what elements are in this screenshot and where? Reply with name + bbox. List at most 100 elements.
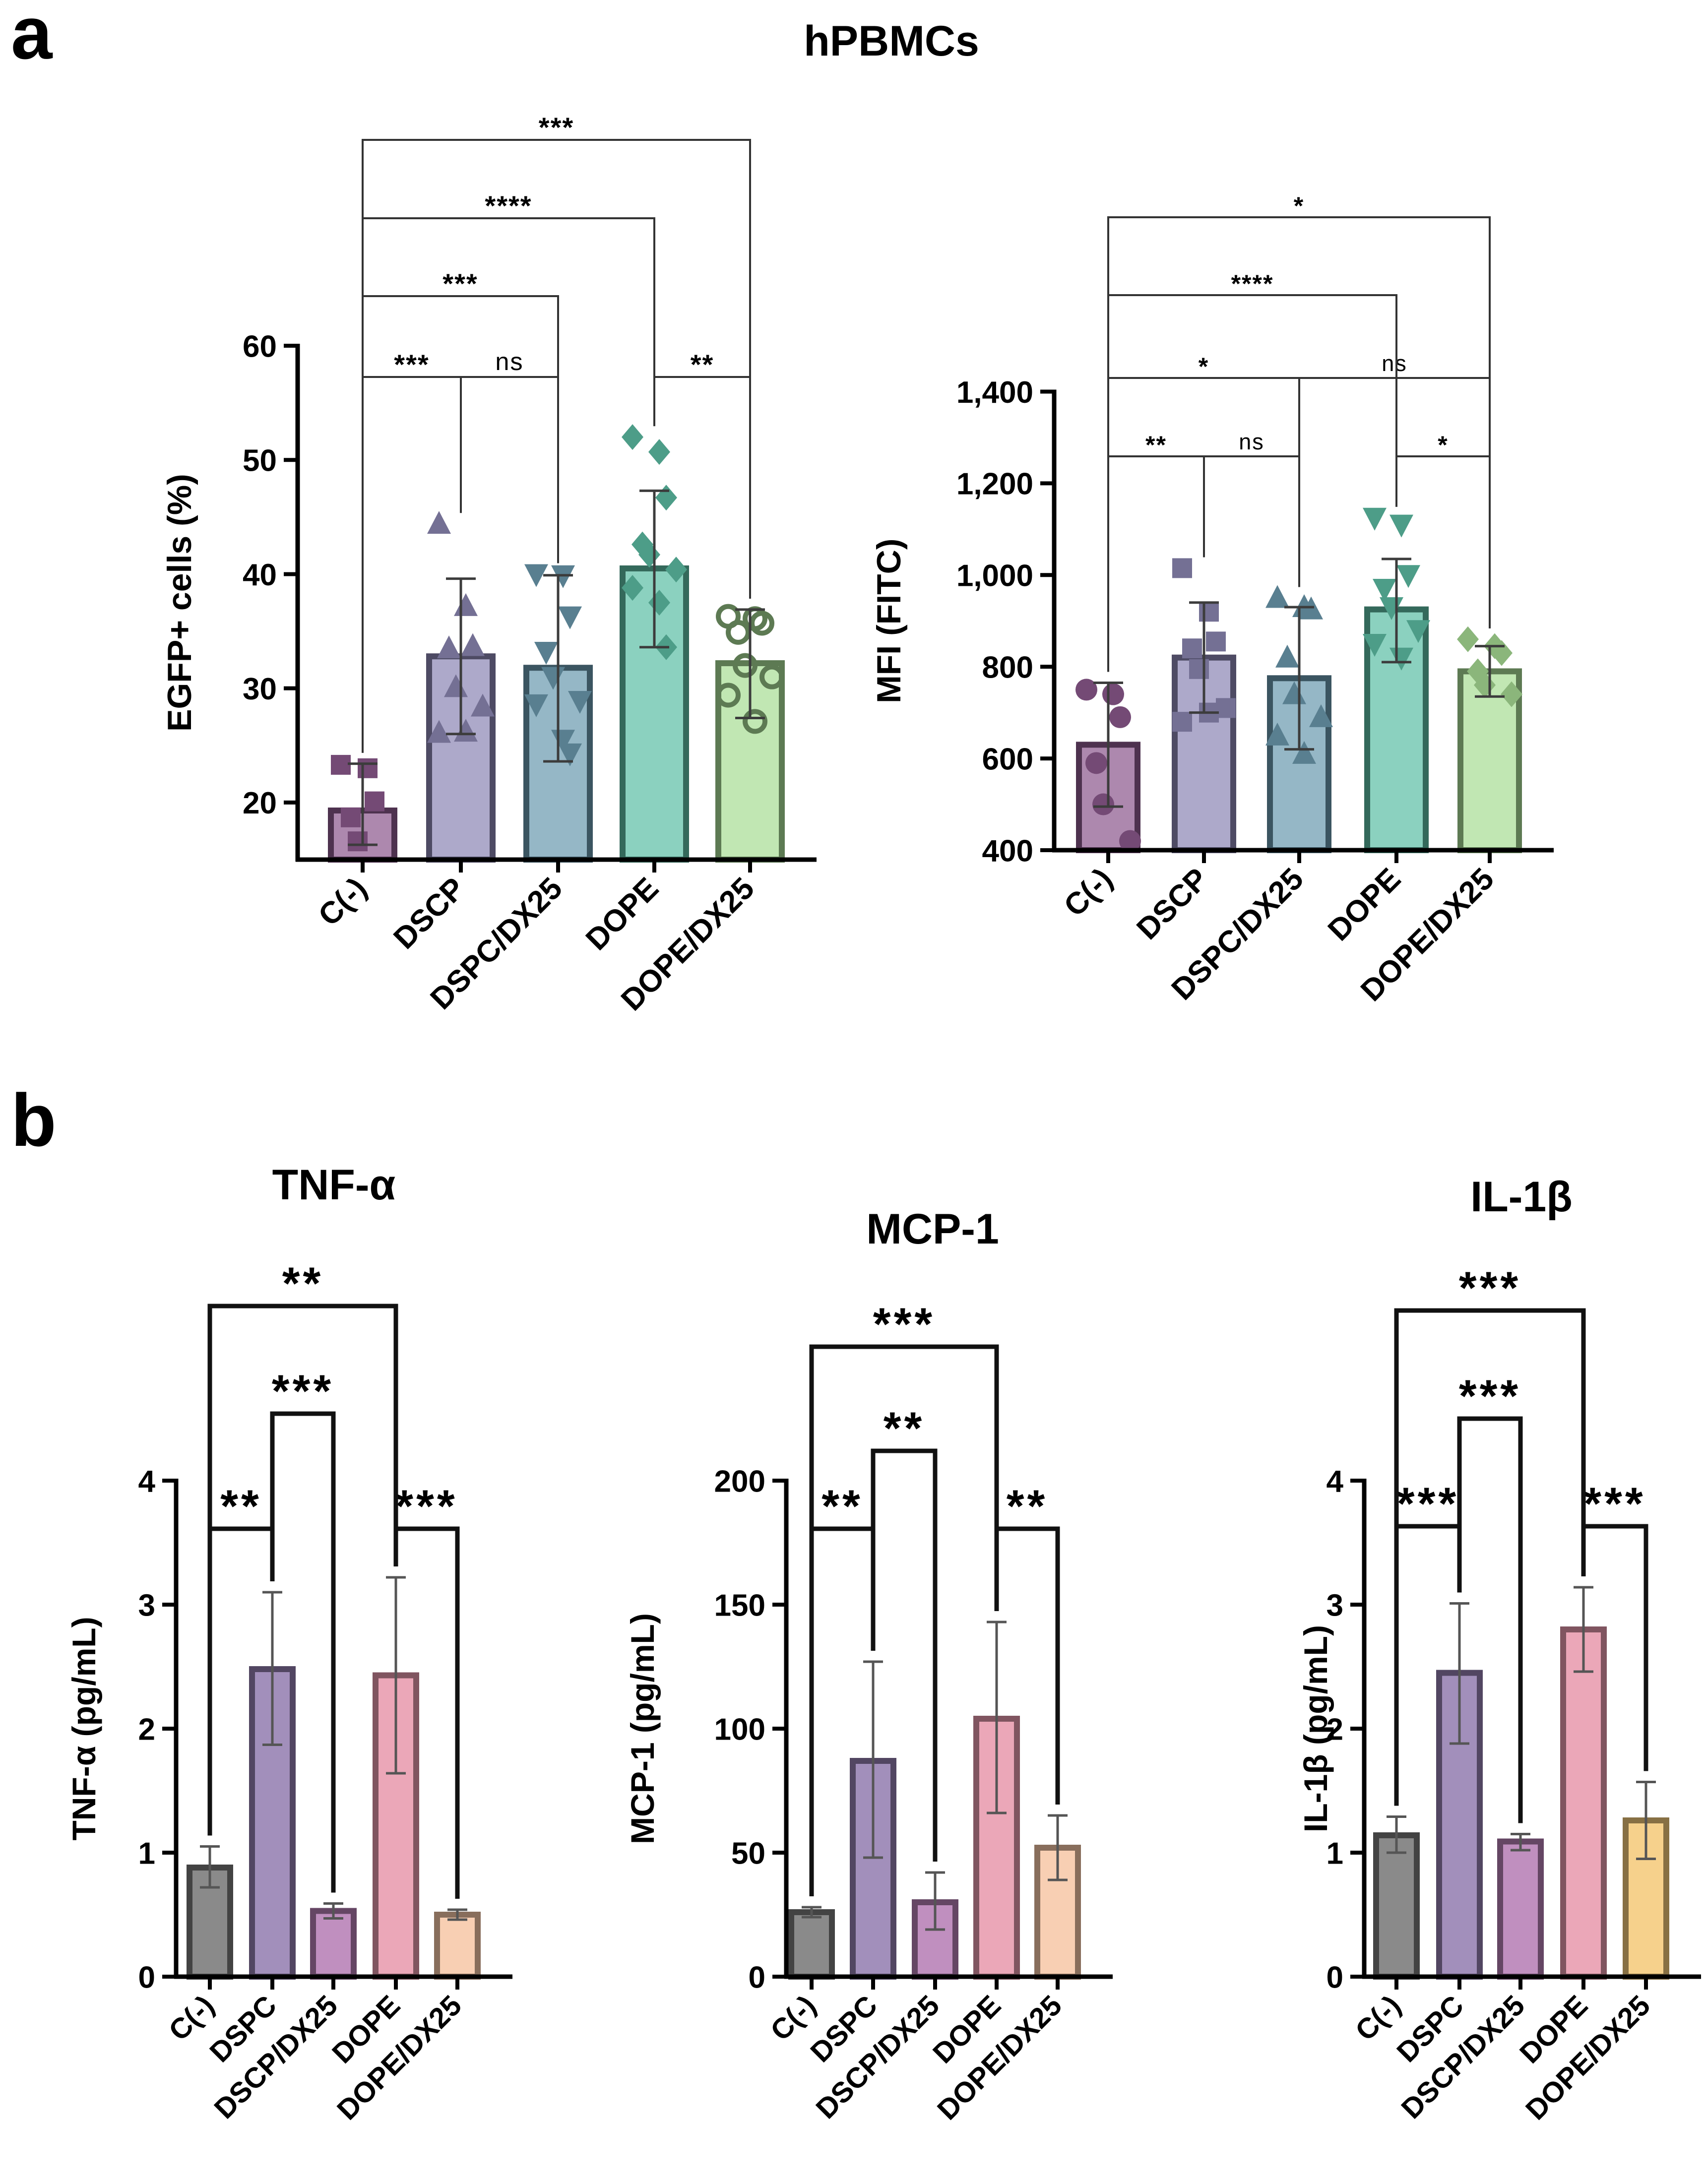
y-tick-label: 0: [138, 1960, 155, 1995]
y-tick-label: 1: [138, 1836, 155, 1871]
data-point: [1363, 633, 1387, 657]
data-point: [1092, 793, 1114, 815]
significance-bracket: [362, 217, 655, 753]
y-axis-label: MCP-1 (pg/mL): [624, 1613, 661, 1844]
significance-bracket: [460, 376, 559, 563]
data-point: [1292, 741, 1316, 764]
y-tick-label: 1,200: [956, 467, 1033, 501]
data-point: [1216, 698, 1236, 718]
data-point: [427, 511, 451, 534]
y-tick-label: 400: [982, 834, 1033, 868]
data-point: [1075, 679, 1097, 701]
data-point: [622, 424, 643, 450]
significance-bracket: [871, 1448, 938, 1862]
y-tick-label: 1,000: [956, 559, 1033, 593]
data-point: [1206, 631, 1226, 652]
significance-label: ***: [1459, 1371, 1521, 1422]
data-point: [1309, 704, 1333, 727]
data-point: [665, 557, 687, 583]
y-tick-label: 800: [982, 651, 1033, 685]
data-point: [427, 720, 451, 743]
significance-label: ****: [1231, 270, 1274, 298]
data-point: [348, 831, 368, 852]
significance-label: ***: [1397, 1479, 1459, 1529]
data-point: [1390, 514, 1413, 538]
chart-tnf: TNF-α01234C(-)DSPCDSCP/DX25DOPEDOPE/DX25…: [65, 1161, 512, 2126]
data-point: [471, 693, 495, 717]
significance-label: ***: [272, 1366, 334, 1417]
bar-c-: [187, 1865, 233, 1980]
data-point: [568, 690, 592, 714]
significance-bracket: [1394, 1308, 1586, 1806]
y-tick-label: 4: [1327, 1464, 1344, 1498]
data-point: [1182, 638, 1202, 659]
significance-label: ns: [1239, 429, 1264, 454]
data-point: [358, 758, 378, 778]
data-point: [1396, 565, 1420, 588]
x-tick-label: DSCP: [387, 871, 472, 956]
significance-bracket: [362, 139, 751, 753]
bar-dope: [620, 565, 689, 863]
data-point: [454, 719, 478, 742]
significance-bracket: [809, 1344, 999, 1896]
y-tick-label: 600: [982, 742, 1033, 776]
significance-label: *: [1199, 353, 1209, 380]
chart-mcp: MCP-1050100150200C(-)DSPCDSCP/DX25DOPEDO…: [624, 1205, 1113, 2126]
x-tick-label: DOPE: [1322, 862, 1407, 947]
significance-label: **: [691, 349, 714, 380]
y-tick-label: 3: [138, 1588, 155, 1622]
data-point: [1457, 626, 1479, 652]
data-point: [1275, 644, 1299, 668]
significance-bracket: [1395, 455, 1491, 628]
significance-label: ns: [495, 347, 523, 375]
significance-label: ***: [1459, 1263, 1521, 1313]
x-tick-label: C(-): [312, 871, 374, 933]
chart-title: MCP-1: [866, 1205, 999, 1253]
y-axis-label: EGFP+ cells (%): [161, 474, 198, 732]
data-point: [454, 593, 478, 616]
significance-bracket: [1107, 294, 1397, 672]
significance-label: **: [884, 1403, 925, 1454]
data-point: [461, 633, 485, 656]
y-tick-label: 60: [243, 329, 277, 364]
panel-a-title: hPBMCs: [804, 17, 979, 65]
x-tick-label: C(-): [1058, 862, 1119, 923]
y-tick-label: 20: [243, 786, 277, 820]
data-point: [1085, 752, 1107, 774]
significance-label: **: [282, 1258, 324, 1309]
y-tick-label: 0: [1327, 1960, 1343, 1995]
significance-label: ***: [539, 112, 574, 143]
y-tick-label: 50: [243, 444, 277, 478]
data-point: [1265, 722, 1289, 746]
significance-bracket: [207, 1304, 398, 1836]
chart-il: IL-1β01234C(-)DSPCDSCP/DX25DOPEDOPE/DX25…: [1297, 1173, 1701, 2126]
significance-label: *: [1294, 192, 1304, 220]
y-tick-label: 100: [714, 1712, 765, 1747]
bar-dscp-dx25: [310, 1908, 357, 1980]
significance-bracket: [1203, 455, 1300, 587]
significance-label: ****: [485, 190, 532, 221]
data-point: [716, 683, 741, 708]
y-tick-label: 1,400: [956, 375, 1033, 410]
significance-label: ***: [1583, 1479, 1645, 1529]
y-tick-label: 2: [1327, 1712, 1343, 1747]
data-point: [1172, 558, 1192, 578]
significance-label: ***: [442, 268, 478, 299]
significance-bracket: [1298, 377, 1491, 628]
significance-bracket: [1457, 1416, 1523, 1823]
data-point: [1363, 507, 1387, 531]
bar-dscp-dx25: [1497, 1838, 1544, 1980]
y-tick-label: 1: [1327, 1836, 1343, 1871]
significance-label: **: [220, 1481, 262, 1532]
significance-bracket: [270, 1411, 336, 1893]
data-point: [1119, 830, 1141, 852]
bar-dope-dx25: [434, 1912, 481, 1980]
y-axis-label: TNF-α (pg/mL): [65, 1617, 102, 1840]
data-point: [1406, 620, 1430, 643]
data-point: [1373, 579, 1396, 602]
y-tick-label: 150: [714, 1588, 765, 1622]
significance-bracket: [1107, 216, 1491, 672]
data-point: [1172, 712, 1192, 732]
